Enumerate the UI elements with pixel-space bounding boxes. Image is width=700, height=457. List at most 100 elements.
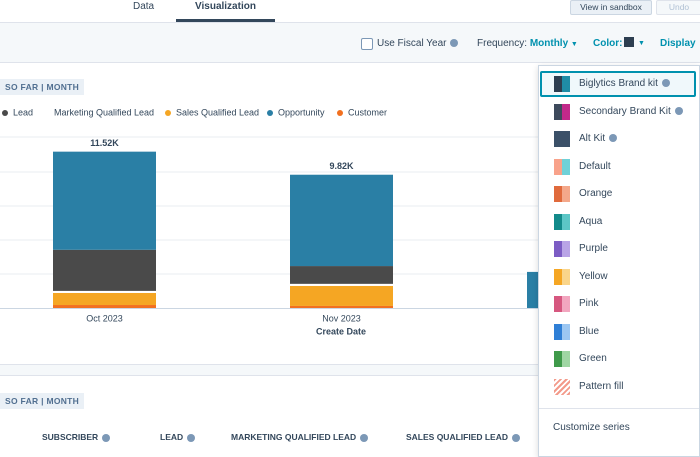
legend-label: Sales Qualified Lead [176, 107, 259, 117]
table-tag: SO FAR | MONTH [0, 393, 85, 409]
info-icon [674, 106, 683, 115]
swatch [554, 378, 570, 395]
column-header[interactable]: LEAD [160, 432, 196, 442]
tab[interactable]: Visualization [195, 1, 256, 12]
menu-label: Pink [579, 298, 598, 309]
column-header[interactable]: MARKETING QUALIFIED LEAD [231, 432, 369, 442]
tab[interactable]: Data [133, 1, 155, 12]
menu-text: Pattern fill [579, 380, 624, 392]
menu-item[interactable]: Green [540, 346, 696, 372]
menu-text: Secondary Brand Kit [579, 105, 671, 117]
bar-segment [290, 285, 393, 306]
undo-button[interactable]: Undo [656, 0, 700, 15]
bar-segment [290, 305, 393, 308]
caret: ▼ [570, 41, 578, 48]
chart-tag: SO FAR | MONTH [0, 79, 85, 95]
info-icon [360, 433, 369, 442]
swatch [554, 241, 570, 257]
caret: ▼ [638, 40, 645, 47]
menu-item[interactable]: Aqua [540, 209, 696, 235]
column-header[interactable]: SALES QUALIFIED LEAD [406, 432, 521, 442]
menu-label: Orange [579, 188, 612, 199]
menu-item[interactable]: Secondary Brand Kit [540, 99, 696, 125]
top-bar [0, 0, 700, 23]
legend-label: Opportunity [278, 107, 325, 117]
toolbar [0, 23, 700, 63]
bar-segment [290, 266, 393, 284]
menu-text: Default [579, 160, 611, 172]
info-icon [187, 433, 196, 442]
menu-text: Blue [579, 325, 600, 337]
menu-text: Green [579, 353, 607, 364]
menu-item[interactable]: Orange [540, 181, 696, 207]
menu-label: Aqua [579, 216, 602, 227]
legend-dot [2, 110, 8, 116]
menu-text: Purple [579, 243, 608, 254]
menu-label: Green [579, 353, 607, 364]
header-text: SUBSCRIBER [42, 432, 99, 442]
color-menu: Biglytics Brand kit Secondary Brand Kit Al… [538, 65, 700, 457]
legend-dot [165, 110, 171, 116]
menu-label: Purple [579, 243, 608, 254]
menu-label: Yellow [579, 271, 608, 282]
menu-item[interactable]: Purple [540, 236, 696, 262]
menu-text: Orange [579, 188, 613, 199]
legend-dot [337, 110, 343, 116]
frequency[interactable]: Frequency: Monthly ▼ [477, 38, 578, 49]
menu-item[interactable]: Pattern fill [540, 374, 696, 400]
legend-label: Customer [348, 107, 387, 117]
bar-segment [53, 290, 156, 293]
color-picker[interactable]: Color: [593, 38, 622, 49]
x-tick-label: Oct 2023 [86, 313, 123, 323]
customize-series[interactable]: Customize series [553, 422, 630, 433]
menu-label: Pattern fill [579, 381, 623, 392]
menu-label: Biglytics Brand kit [579, 78, 670, 89]
swatch [554, 76, 570, 92]
total-label: 11.52K [90, 138, 119, 148]
menu-label: Blue [579, 326, 599, 337]
menu-item[interactable]: Biglytics Brand kit [540, 71, 696, 97]
sandbox-button[interactable]: View in sandbox [570, 0, 652, 15]
swatch [554, 186, 570, 202]
bar-segment [290, 174, 393, 267]
divider [0, 364, 700, 376]
menu-text: Alt Kit [579, 133, 606, 144]
swatch [554, 268, 570, 285]
bar-segment [53, 249, 156, 291]
fiscal-label: Use Fiscal Year [377, 38, 459, 49]
menu-item[interactable]: Default [540, 154, 696, 180]
menu-text: Pink [579, 298, 599, 309]
frequency-value: Monthly [529, 38, 569, 49]
column-header[interactable]: SUBSCRIBER [42, 432, 111, 442]
display[interactable]: Display [660, 38, 696, 49]
legend-dot [43, 110, 49, 116]
header-text: MARKETING QUALIFIED LEAD [231, 432, 357, 442]
legend-label: Lead [13, 107, 33, 117]
swatch [554, 103, 570, 120]
frequency-label: Frequency: [477, 38, 528, 49]
info-icon [450, 39, 459, 48]
x-axis-label: Create Date [316, 326, 366, 336]
legend-dot [267, 110, 273, 116]
tab-underline [176, 19, 275, 22]
menu-label: Default [579, 161, 611, 172]
total-label: 9.82K [329, 161, 354, 171]
checkbox[interactable] [361, 38, 373, 50]
bar-segment [53, 292, 156, 306]
x-tick-label: Nov 2023 [322, 313, 361, 323]
menu-item[interactable]: Yellow [540, 264, 696, 290]
menu-item[interactable]: Pink [540, 291, 696, 317]
header-text: SALES QUALIFIED LEAD [406, 432, 509, 442]
header-text: LEAD [160, 432, 184, 442]
menu-item[interactable]: Blue [540, 319, 696, 345]
menu-text: Yellow [579, 270, 608, 282]
fiscal-text: Use Fiscal Year [377, 38, 447, 49]
swatch [554, 351, 570, 367]
info-icon [661, 79, 670, 88]
legend-label: Marketing Qualified Lead [54, 107, 154, 117]
swatch [554, 323, 570, 340]
swatch [554, 213, 570, 230]
menu-separator [539, 408, 699, 409]
menu-item[interactable]: Alt Kit [540, 126, 696, 152]
